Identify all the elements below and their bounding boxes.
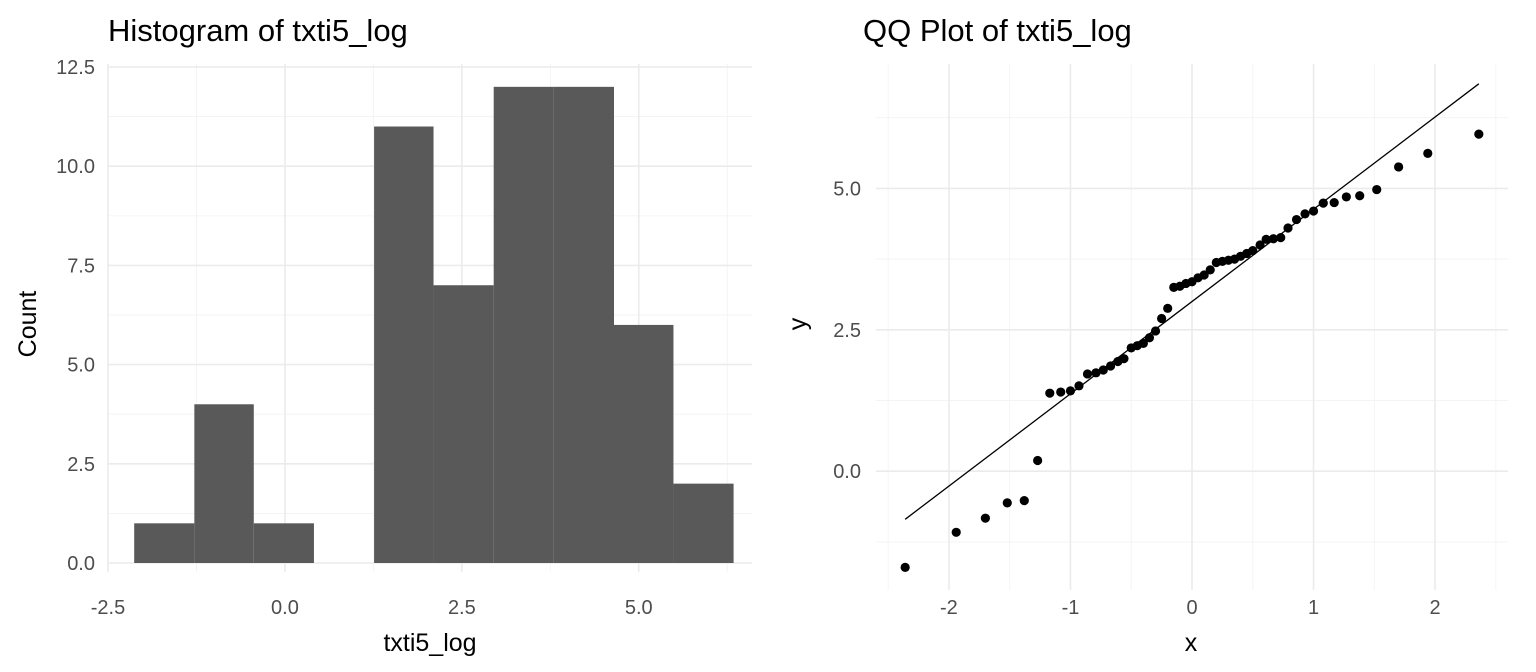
qq-x-tick-label: -1: [1062, 597, 1080, 619]
histogram-x-axis-title: txti5_log: [383, 629, 476, 657]
qq-x-tick-label: 2: [1430, 597, 1441, 619]
histogram-y-tick-label: 12.5: [56, 57, 95, 79]
histogram-bar: [194, 404, 254, 563]
qq-x-axis-title: x: [1185, 629, 1198, 657]
qq-reference-line: [904, 83, 1480, 520]
histogram-bar: [553, 86, 614, 563]
qq-point: [1276, 233, 1286, 243]
qq-point: [1098, 365, 1108, 375]
qq-point: [1268, 234, 1279, 244]
histogram-y-tick-label: 10.0: [56, 156, 95, 178]
qq-panel: QQ Plot of txti5_log -2 -1 0 1 2 0.0 2.5 5.0 x…: [784, 13, 1508, 657]
qq-x-tick-labels: -2 -1 0 1 2: [940, 597, 1441, 619]
qq-y-tick-label: 5.0: [833, 178, 861, 200]
qq-point: [1308, 206, 1319, 216]
qq-point: [1091, 368, 1101, 378]
qq-point: [1199, 270, 1209, 280]
qq-point: [1261, 234, 1271, 244]
qq-point: [1329, 197, 1339, 208]
histogram-bar: [614, 324, 674, 563]
histogram-bar: [493, 86, 554, 563]
histogram-x-tick-label: 2.5: [448, 597, 476, 619]
histogram-bar: [433, 285, 494, 563]
qq-point: [1157, 313, 1167, 324]
qq-x-tick-label: 0: [1186, 597, 1197, 619]
qq-point: [1255, 240, 1265, 250]
qq-point: [1318, 198, 1328, 208]
qq-point: [1033, 455, 1043, 466]
histogram-bar: [374, 126, 434, 564]
qq-point: [1138, 338, 1148, 349]
qq-point: [1065, 386, 1076, 396]
qq-point: [951, 527, 961, 537]
histogram-y-axis-title: Count: [14, 291, 42, 358]
qq-point: [1105, 361, 1116, 371]
histogram-x-tick-label: 0.0: [271, 597, 299, 619]
histogram-bar: [134, 523, 195, 563]
qq-point: [1291, 214, 1302, 225]
qq-point: [1248, 246, 1258, 256]
histogram-bar: [673, 483, 734, 563]
qq-point: [1019, 496, 1029, 506]
qq-point: [1150, 326, 1161, 336]
qq-points: [900, 129, 1484, 572]
qq-point: [1119, 354, 1129, 364]
histogram-y-tick-label: 2.5: [67, 454, 95, 476]
histogram-title: Histogram of txti5_log: [108, 13, 408, 48]
qq-point: [1056, 387, 1066, 397]
qq-point: [1355, 191, 1365, 201]
qq-x-tick-label: -2: [940, 597, 958, 619]
qq-point: [1163, 303, 1173, 313]
qq-title: QQ Plot of txti5_log: [863, 13, 1132, 48]
qq-y-tick-label: 2.5: [833, 320, 861, 342]
qq-point: [1144, 333, 1155, 343]
qq-point: [1082, 369, 1093, 379]
histogram-y-tick-label: 5.0: [67, 355, 95, 377]
histogram-y-tick-labels: 0.0 2.5 5.0 7.5 10.0 12.5: [56, 57, 95, 575]
qq-point: [980, 513, 990, 523]
qq-point: [1394, 162, 1404, 172]
qq-y-tick-label: 0.0: [833, 461, 861, 483]
histogram-bars: [134, 86, 734, 564]
qq-point: [1045, 388, 1055, 398]
histogram-x-tick-labels: -2.5 0.0 2.5 5.0: [91, 597, 653, 619]
histogram-bar: [253, 523, 314, 563]
qq-point: [1283, 223, 1293, 233]
histogram-y-tick-label: 7.5: [67, 255, 95, 277]
qq-y-axis-title: y: [784, 317, 812, 330]
qq-x-tick-label: 1: [1308, 597, 1319, 619]
qq-point: [1205, 265, 1215, 275]
qq-point: [1423, 148, 1433, 158]
qq-point: [1474, 129, 1484, 139]
qq-point: [1074, 381, 1084, 391]
qq-gridlines: [876, 64, 1508, 590]
histogram-panel: Histogram of txti5_log -2.5 0.0 2.5 5.0 0.0…: [14, 13, 752, 657]
qq-point: [1372, 184, 1382, 195]
qq-point: [1002, 498, 1012, 508]
histogram-x-tick-label: -2.5: [91, 597, 125, 619]
qq-point: [1341, 192, 1351, 202]
qq-point: [1300, 209, 1310, 219]
histogram-x-tick-label: 5.0: [625, 597, 653, 619]
histogram-y-tick-label: 0.0: [67, 553, 95, 575]
qq-point: [900, 562, 910, 572]
qq-y-tick-labels: 0.0 2.5 5.0: [833, 178, 861, 483]
